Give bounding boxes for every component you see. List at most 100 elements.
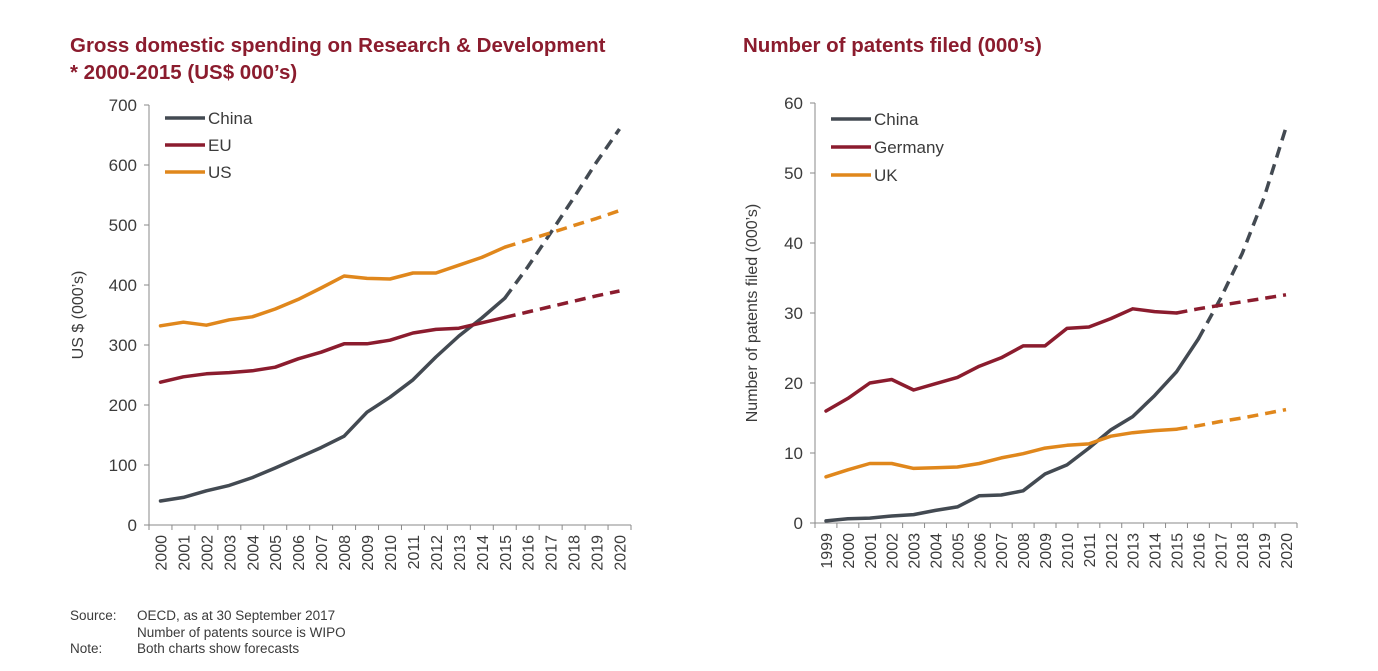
rd-spending-chart: 0 100 200 300 400 500 600 700 2000 2001 2002 2003 20…	[70, 96, 632, 571]
right-x-tick-label: 2018	[1235, 533, 1252, 569]
right-point-uk	[1065, 443, 1069, 447]
left-legend-label-china: China	[208, 109, 253, 128]
right-x-tick-label: 1999	[819, 533, 836, 569]
left-x-tick-label: 2002	[199, 535, 216, 571]
right-series-uk-actual	[824, 427, 1179, 479]
right-point-china	[1087, 446, 1091, 450]
right-point-china	[934, 508, 938, 512]
right-point-china	[846, 517, 850, 521]
left-series-eu-forecast	[504, 289, 620, 320]
right-series-germany-actual	[824, 307, 1179, 413]
note-text: Both charts show forecasts	[137, 641, 300, 656]
left-x-tick-label: 2019	[590, 535, 607, 571]
left-legend-label-us: US	[208, 163, 232, 182]
right-point-china	[1284, 126, 1288, 130]
right-x-tick-label: 2011	[1082, 533, 1099, 568]
right-point-germany	[1240, 300, 1244, 304]
right-point-germany	[1065, 326, 1069, 330]
right-legend-label-uk: UK	[874, 166, 898, 185]
left-legend-label-eu: EU	[208, 136, 232, 155]
right-point-germany	[1218, 303, 1222, 307]
right-point-uk	[1021, 452, 1025, 456]
right-x-tick-label: 2007	[994, 533, 1011, 569]
left-x-tick-label: 2007	[314, 535, 331, 571]
right-point-germany	[1109, 317, 1113, 321]
right-y-axis-label: Number of patents filed (000’s)	[744, 204, 761, 422]
right-point-china	[1218, 297, 1222, 301]
right-y-tick-label: 50	[784, 164, 803, 183]
right-y-tick-label: 10	[784, 444, 803, 463]
right-x-tick-label: 2016	[1191, 533, 1208, 569]
left-chart-title-line2: * 2000-2015 (US$ 000’s)	[70, 61, 298, 84]
right-point-uk	[1262, 412, 1266, 416]
right-point-uk	[1131, 431, 1135, 435]
right-x-tick-label: 2006	[972, 533, 989, 569]
left-series-china-actual	[158, 296, 507, 503]
right-point-germany	[890, 378, 894, 382]
right-point-uk	[1175, 427, 1179, 431]
right-x-tick-label: 2019	[1257, 533, 1274, 569]
right-x-tick-label: 2013	[1126, 533, 1143, 569]
right-point-uk	[1218, 420, 1222, 424]
right-point-germany	[1196, 307, 1200, 311]
left-series-us-actual	[158, 245, 507, 328]
left-y-tick-label: 500	[109, 216, 137, 235]
right-point-uk	[934, 466, 938, 470]
right-point-uk	[912, 466, 916, 470]
right-point-uk	[977, 462, 981, 466]
left-series-china-forecast	[503, 128, 621, 300]
left-x-tick-label: 2005	[268, 535, 285, 571]
right-series-china-forecast	[1196, 126, 1288, 340]
right-y-tick-label: 40	[784, 234, 803, 253]
left-x-tick-label: 2004	[245, 535, 262, 571]
right-point-germany	[1175, 311, 1179, 315]
left-y-axis-label: US $ (000’s)	[70, 271, 87, 360]
right-x-tick-label: 2012	[1104, 533, 1121, 569]
right-point-uk	[846, 468, 850, 472]
right-x-tick-label: 2015	[1170, 533, 1187, 569]
right-x-tick-label: 2008	[1016, 533, 1033, 569]
right-point-china	[1021, 489, 1025, 493]
left-series-us-forecast	[504, 208, 621, 249]
left-y-tick-label: 100	[109, 456, 137, 475]
left-y-tick-label: 300	[109, 336, 137, 355]
left-chart-title-line1: Gross domestic spending on Research & De…	[70, 34, 606, 57]
right-y-tick-label: 20	[784, 374, 803, 393]
left-x-tick-label: 2003	[222, 535, 239, 571]
right-point-germany	[846, 396, 850, 400]
left-y-tick-label: 200	[109, 396, 137, 415]
right-point-uk	[1284, 408, 1288, 412]
right-point-china	[1196, 337, 1200, 341]
source-label: Source:	[70, 608, 117, 623]
left-x-tick-label: 2011	[406, 535, 423, 570]
left-x-tick-label: 2013	[452, 535, 469, 571]
right-point-uk	[1153, 429, 1157, 433]
right-point-uk	[868, 462, 872, 466]
right-point-uk	[1240, 416, 1244, 420]
right-point-germany	[824, 409, 828, 413]
right-point-uk	[1043, 446, 1047, 450]
right-point-china	[1153, 394, 1157, 398]
left-y-tick-label: 400	[109, 276, 137, 295]
right-x-tick-label: 2003	[907, 533, 924, 569]
right-point-china	[1175, 370, 1179, 374]
right-point-china	[1131, 415, 1135, 419]
right-series-china-actual	[824, 337, 1201, 523]
right-legend-label-germany: Germany	[874, 138, 944, 157]
right-point-germany	[1021, 344, 1025, 348]
right-x-tick-label: 2010	[1060, 533, 1077, 569]
right-point-china	[1240, 252, 1244, 256]
right-point-germany	[955, 375, 959, 379]
right-x-tick-label: 2004	[929, 533, 946, 569]
left-x-tick-label: 2006	[291, 535, 308, 571]
right-point-germany	[1284, 293, 1288, 297]
source-text-patents: Number of patents source is WIPO	[137, 624, 346, 640]
right-point-china	[912, 513, 916, 517]
right-series-uk-forecast	[1176, 407, 1287, 431]
right-point-uk	[1196, 424, 1200, 428]
note-label: Note:	[70, 641, 103, 656]
right-point-germany	[912, 388, 916, 392]
right-x-tick-label: 2005	[950, 533, 967, 569]
right-y-tick-label: 60	[784, 94, 803, 113]
